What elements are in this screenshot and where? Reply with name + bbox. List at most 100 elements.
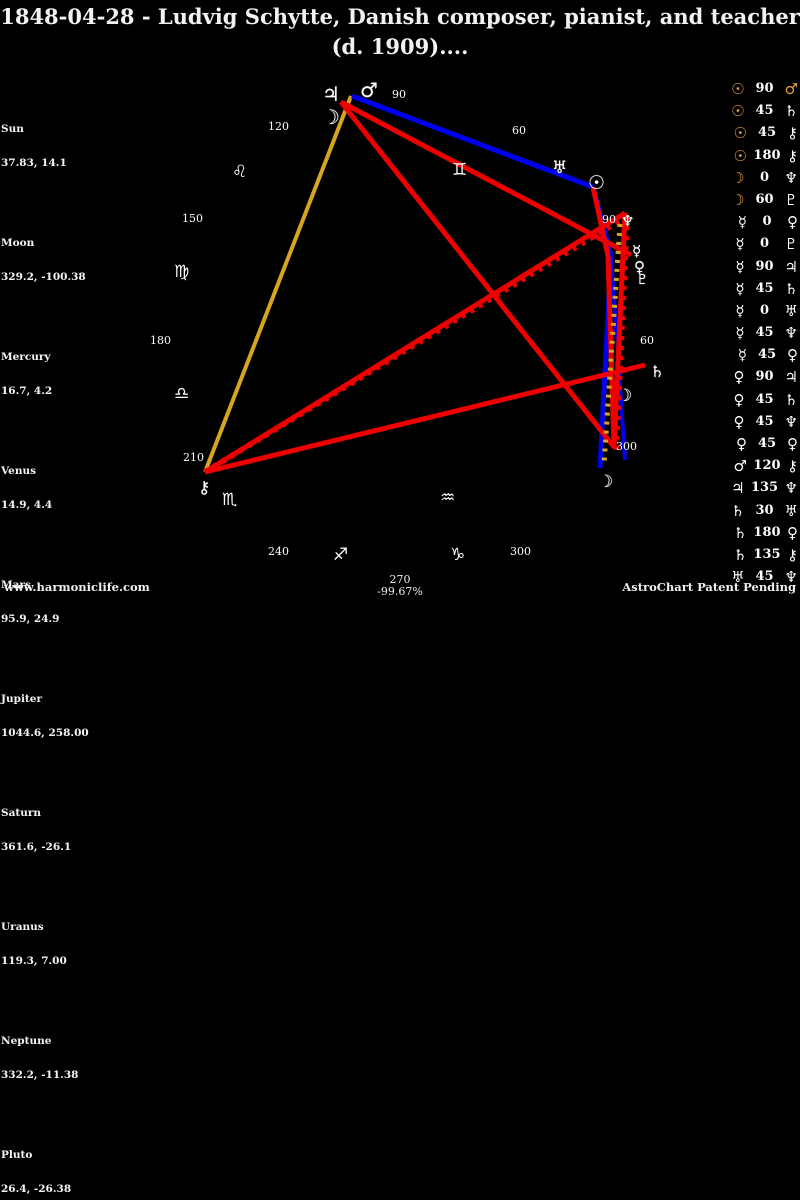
planet-row: Moon 329.2, -100.38 <box>1 215 93 306</box>
planet-name: Venus <box>1 464 37 477</box>
moon-glyph-top: ☽ <box>322 105 340 129</box>
aspect-planet-b-glyph: ♀ <box>787 213 798 232</box>
planet-name: Moon <box>1 236 35 249</box>
aspect-angle-label: 90 <box>755 369 774 385</box>
aspect-planet-b-glyph: ♆ <box>784 412 798 431</box>
sign-aquarius: ♒ <box>440 488 456 508</box>
aspect-angle-label: 180 <box>753 524 781 540</box>
aspect-planet-a-glyph: ☿ <box>735 257 745 276</box>
aspect-planet-a-glyph: ☿ <box>735 324 745 343</box>
aspect-line-layer <box>203 93 646 475</box>
aspect-planet-a-glyph: ☉ <box>731 80 745 98</box>
aspect-planet-a-glyph: ☽ <box>731 168 745 187</box>
center-degree: 270 <box>389 573 411 586</box>
aspect-angle-label: 120 <box>753 458 781 474</box>
sun-glyph: ☉ <box>588 172 606 194</box>
aspect-row: ☽ 60 ♇ <box>731 189 798 211</box>
sign-leo: ♌ <box>232 162 248 182</box>
blue-aspect-line-1 <box>351 93 594 190</box>
deg-90: 90 <box>392 88 406 101</box>
planet-row: Mars 95.9, 24.9 <box>1 557 93 648</box>
aspect-row: ☽ 0 ♆ <box>731 167 798 189</box>
aspect-planet-a-glyph: ☉ <box>733 124 747 143</box>
aspect-row: ♂ 120 ⚷ <box>731 455 798 477</box>
aspect-angle-label: 45 <box>755 413 774 429</box>
deg-120: 120 <box>268 120 289 133</box>
deg-240: 240 <box>268 545 289 558</box>
aspect-angle-label: 45 <box>757 347 777 363</box>
aspect-angle-label: 45 <box>755 280 774 296</box>
red-aspect-line-3 <box>203 210 627 475</box>
planet-row: Venus 14.9, 4.4 <box>1 443 93 534</box>
aspect-row: ☿ 45 ♄ <box>731 278 798 300</box>
planet-row: Saturn 361.6, -26.1 <box>1 785 93 876</box>
aspect-planet-a-glyph: ☉ <box>731 102 745 121</box>
aspect-angle-label: 45 <box>757 125 777 141</box>
aspect-planet-b-glyph: ♄ <box>784 390 798 409</box>
planet-row: Pluto 26.4, -26.38 <box>1 1127 93 1200</box>
aspect-row: ☉ 180 ⚷ <box>731 145 798 167</box>
aspect-row: ☿ 45 ♀ <box>731 344 798 366</box>
planet-values: 37.83, 14.1 <box>1 156 67 169</box>
deg-150: 150 <box>182 212 203 225</box>
aspect-planet-a-glyph: ♂ <box>733 457 747 476</box>
aspect-row: ☉ 90 ♂ <box>731 78 798 100</box>
aspect-planet-b-glyph: ⚷ <box>787 124 798 143</box>
aspect-planet-a-glyph: ☿ <box>735 301 745 320</box>
aspect-angle-label: 0 <box>760 236 770 252</box>
aspect-row: ☉ 45 ⚷ <box>731 122 798 144</box>
planet-row: Uranus 119.3, 7.00 <box>1 899 93 990</box>
planet-values: 332.2, -11.38 <box>1 1069 79 1082</box>
aspect-planet-a-glyph: ♄ <box>733 523 747 542</box>
aspect-planet-a-glyph: ☉ <box>733 146 747 165</box>
chart-center-readout: 270 -99.67% <box>0 574 800 598</box>
venus-glyph: ♀ <box>634 258 645 276</box>
deg-300: 300 <box>616 440 637 453</box>
aspect-angle-label: 45 <box>755 569 774 585</box>
sign-capricorn: ♑ <box>450 545 466 565</box>
aspect-planet-b-glyph: ♆ <box>784 568 798 587</box>
uranus-glyph: ♅ <box>552 158 568 178</box>
aspect-angle-label: 45 <box>755 325 774 341</box>
deg-300b: 300 <box>510 545 531 558</box>
aspect-angle-label: 45 <box>757 436 777 451</box>
planet-values: 361.6, -26.1 <box>1 841 72 854</box>
aspect-angle-label: 0 <box>762 214 772 230</box>
center-percent: -99.67% <box>377 585 423 598</box>
aspect-planet-b-glyph: ⚷ <box>787 146 798 165</box>
aspect-planet-a-glyph: ☿ <box>735 279 745 298</box>
jupiter-glyph: ♃ <box>322 82 340 106</box>
aspect-row: ♅ 45 ♆ <box>731 566 798 588</box>
aspect-row: ☿ 45 ♆ <box>731 322 798 344</box>
aspect-planet-b-glyph: ♆ <box>784 168 798 187</box>
deg-60b: 60 <box>640 334 654 347</box>
planet-values: 1044.6, 258.00 <box>1 727 89 740</box>
aspect-angle-label: 90 <box>755 81 774 96</box>
aspect-angle-label: 0 <box>760 302 770 318</box>
red-dotted-aspect-line-1 <box>203 213 629 475</box>
aspect-planet-b-glyph: ♀ <box>787 435 798 453</box>
gold-aspect-line <box>203 95 353 473</box>
page-title: 1848-04-28 - Ludvig Schytte, Danish comp… <box>0 4 800 59</box>
deg-180: 180 <box>150 334 171 347</box>
aspect-angle-label: 135 <box>750 480 779 496</box>
planet-values: 329.2, -100.38 <box>1 270 86 283</box>
aspect-planet-a-glyph: ☿ <box>737 213 747 232</box>
aspect-planet-b-glyph: ♀ <box>787 523 798 542</box>
aspect-planet-a-glyph: ☽ <box>731 190 745 209</box>
red-aspect-line-4 <box>204 362 646 475</box>
aspect-angle-label: 90 <box>755 258 774 274</box>
aspect-row: ♀ 45 ♀ <box>731 433 798 455</box>
mars-glyph: ♂ <box>360 78 378 102</box>
aspect-planet-b-glyph: ♃ <box>784 368 798 387</box>
planet-name: Mars <box>1 578 31 591</box>
pluto-glyph: ♇ <box>636 272 649 288</box>
aspect-planet-a-glyph: ♀ <box>736 435 747 453</box>
aspect-row: ♀ 90 ♃ <box>731 366 798 388</box>
aspect-planet-b-glyph: ♄ <box>784 279 798 298</box>
aspect-planet-b-glyph: ♃ <box>784 257 798 276</box>
sign-libra: ♎ <box>174 384 190 404</box>
aspect-angle-label: 180 <box>753 147 781 163</box>
planet-values: 16.7, 4.2 <box>1 384 53 397</box>
aspect-row: ♄ 30 ♅ <box>731 500 798 522</box>
